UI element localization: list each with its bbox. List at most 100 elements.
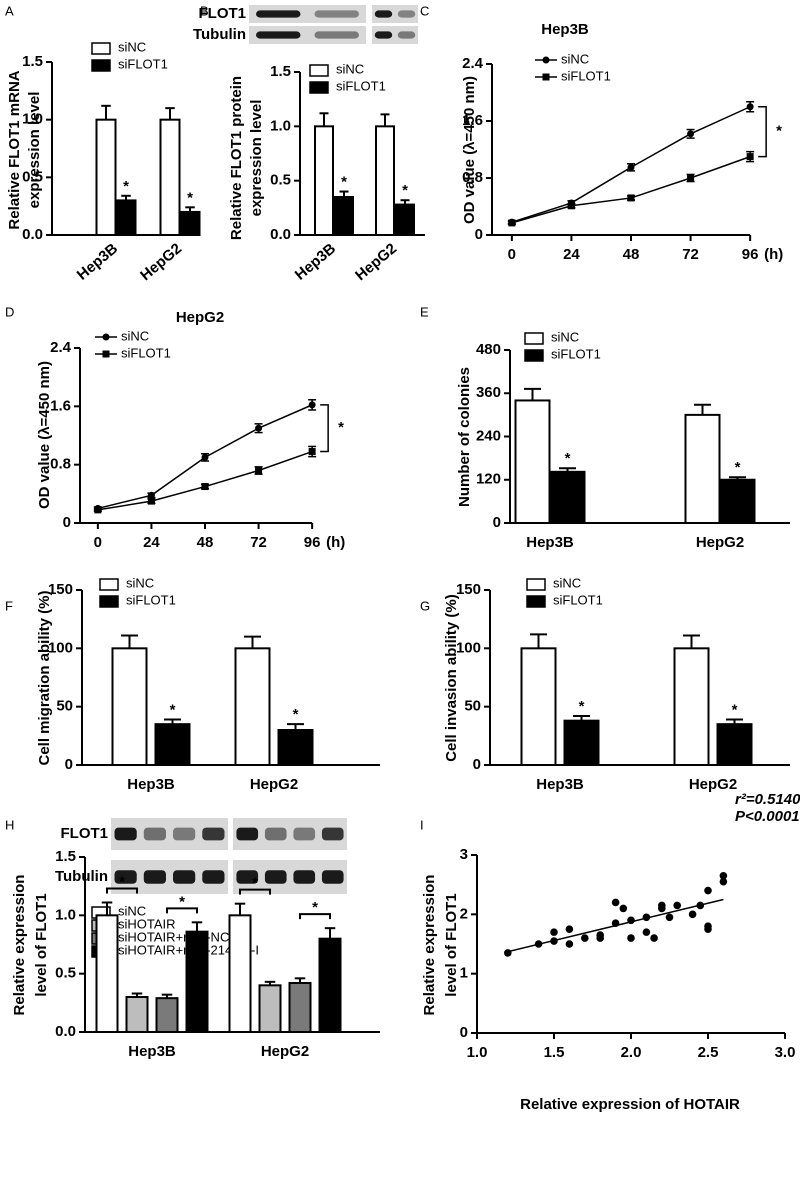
bar bbox=[549, 470, 586, 524]
legend-swatch bbox=[91, 59, 111, 72]
x-tick-label: 0 bbox=[94, 534, 102, 551]
legend-label: siNC bbox=[121, 328, 149, 343]
x-tick-label: HepG2 bbox=[250, 776, 298, 793]
blot-label: Tubulin bbox=[55, 868, 108, 885]
y-tick-label: 0.8 bbox=[50, 456, 71, 473]
blot-band bbox=[236, 827, 259, 841]
significance-mark: * bbox=[312, 899, 318, 916]
y-tick-label: 1.5 bbox=[22, 53, 43, 70]
bar bbox=[179, 210, 201, 236]
fit-line bbox=[507, 898, 724, 953]
significance-bracket bbox=[166, 907, 198, 914]
x-tick-label: 48 bbox=[197, 534, 214, 551]
legend-marker bbox=[542, 73, 550, 81]
y-tick-label: 0 bbox=[65, 756, 73, 773]
legend-label: siNC bbox=[118, 903, 146, 918]
point bbox=[687, 174, 695, 182]
point bbox=[255, 424, 263, 432]
point bbox=[704, 925, 712, 933]
legend-swatch bbox=[99, 578, 119, 591]
panel-letter: E bbox=[420, 304, 429, 319]
significance-mark: * bbox=[565, 450, 571, 467]
y-tick-label: 0.5 bbox=[270, 172, 291, 189]
point bbox=[658, 901, 666, 910]
blot-pane bbox=[249, 26, 366, 44]
y-tick-label: 50 bbox=[464, 698, 481, 715]
blot-pane bbox=[372, 26, 418, 44]
legend-swatch bbox=[526, 595, 546, 608]
significance-bracket bbox=[758, 106, 767, 158]
y-tick-label: 240 bbox=[476, 427, 501, 444]
bar bbox=[563, 719, 600, 767]
blot-band bbox=[321, 870, 344, 884]
blot-band bbox=[114, 870, 137, 884]
x-tick-label: HepG2 bbox=[261, 1043, 309, 1060]
bar bbox=[228, 914, 252, 1033]
point bbox=[627, 934, 635, 942]
y-tick-label: 0.8 bbox=[462, 169, 483, 186]
blot-band bbox=[173, 870, 196, 884]
panel-letter: A bbox=[5, 3, 14, 18]
y-tick-label: 1 bbox=[460, 965, 468, 982]
bar bbox=[520, 647, 557, 766]
point bbox=[94, 506, 102, 514]
y-tick-label: 1.0 bbox=[22, 111, 43, 128]
chart-title: Hep3B bbox=[541, 21, 589, 38]
panel-letter: G bbox=[420, 598, 430, 613]
legend-label: siFLOT1 bbox=[336, 78, 386, 93]
legend-swatch bbox=[526, 578, 546, 591]
blot-label: Tubulin bbox=[193, 26, 246, 43]
y-tick-label: 150 bbox=[48, 581, 73, 598]
chart-title: HepG2 bbox=[176, 309, 224, 326]
point bbox=[704, 886, 712, 895]
panel-letter: H bbox=[5, 817, 14, 832]
point bbox=[147, 491, 155, 499]
x-tick-label: 1.5 bbox=[544, 1044, 565, 1061]
y-axis-label: OD value (λ=450 nm) bbox=[461, 76, 478, 224]
point bbox=[550, 928, 558, 936]
bar bbox=[314, 125, 334, 236]
bar bbox=[95, 914, 119, 1033]
blot-band bbox=[374, 10, 393, 18]
blot-band bbox=[143, 870, 166, 884]
legend-label: siNC bbox=[561, 51, 589, 66]
annotation: P<0.0001 bbox=[735, 808, 800, 825]
point bbox=[688, 910, 697, 919]
y-axis-label: level of FLOT1 bbox=[443, 893, 460, 996]
bar bbox=[334, 195, 354, 236]
y-tick-label: 2.4 bbox=[50, 339, 72, 356]
point bbox=[687, 130, 695, 138]
point bbox=[596, 934, 604, 942]
blot-band bbox=[256, 31, 301, 39]
blot-band bbox=[114, 827, 137, 841]
y-tick-label: 0.5 bbox=[22, 168, 43, 185]
bar bbox=[111, 647, 148, 766]
y-tick-label: 0 bbox=[493, 514, 501, 531]
legend-swatch bbox=[524, 332, 544, 345]
y-tick-label: 100 bbox=[456, 639, 481, 656]
y-axis-label: Cell migration ability (%) bbox=[36, 590, 53, 765]
point bbox=[504, 949, 512, 957]
point bbox=[611, 898, 620, 907]
x-axis-label: Relative expression of HOTAIR bbox=[520, 1096, 740, 1113]
blot-band bbox=[173, 827, 196, 841]
blot-band bbox=[314, 31, 359, 39]
legend-label: siNC bbox=[551, 329, 579, 344]
blot-band bbox=[397, 31, 416, 39]
point bbox=[201, 483, 209, 491]
y-tick-label: 2 bbox=[460, 905, 468, 922]
point bbox=[567, 202, 575, 210]
y-tick-label: 100 bbox=[48, 639, 73, 656]
blot-pane bbox=[249, 5, 366, 23]
bar bbox=[318, 937, 342, 1034]
significance-mark: * bbox=[252, 875, 258, 892]
blot-label: FLOT1 bbox=[199, 5, 247, 22]
point bbox=[746, 103, 754, 111]
legend-label: siFLOT1 bbox=[126, 592, 176, 607]
legend-swatch bbox=[91, 42, 111, 55]
x-tick-label: Hep3B bbox=[128, 1043, 176, 1060]
y-axis-label: Number of colonies bbox=[456, 367, 473, 507]
point bbox=[746, 153, 754, 161]
bar bbox=[155, 997, 179, 1034]
y-tick-label: 1.6 bbox=[50, 397, 71, 414]
